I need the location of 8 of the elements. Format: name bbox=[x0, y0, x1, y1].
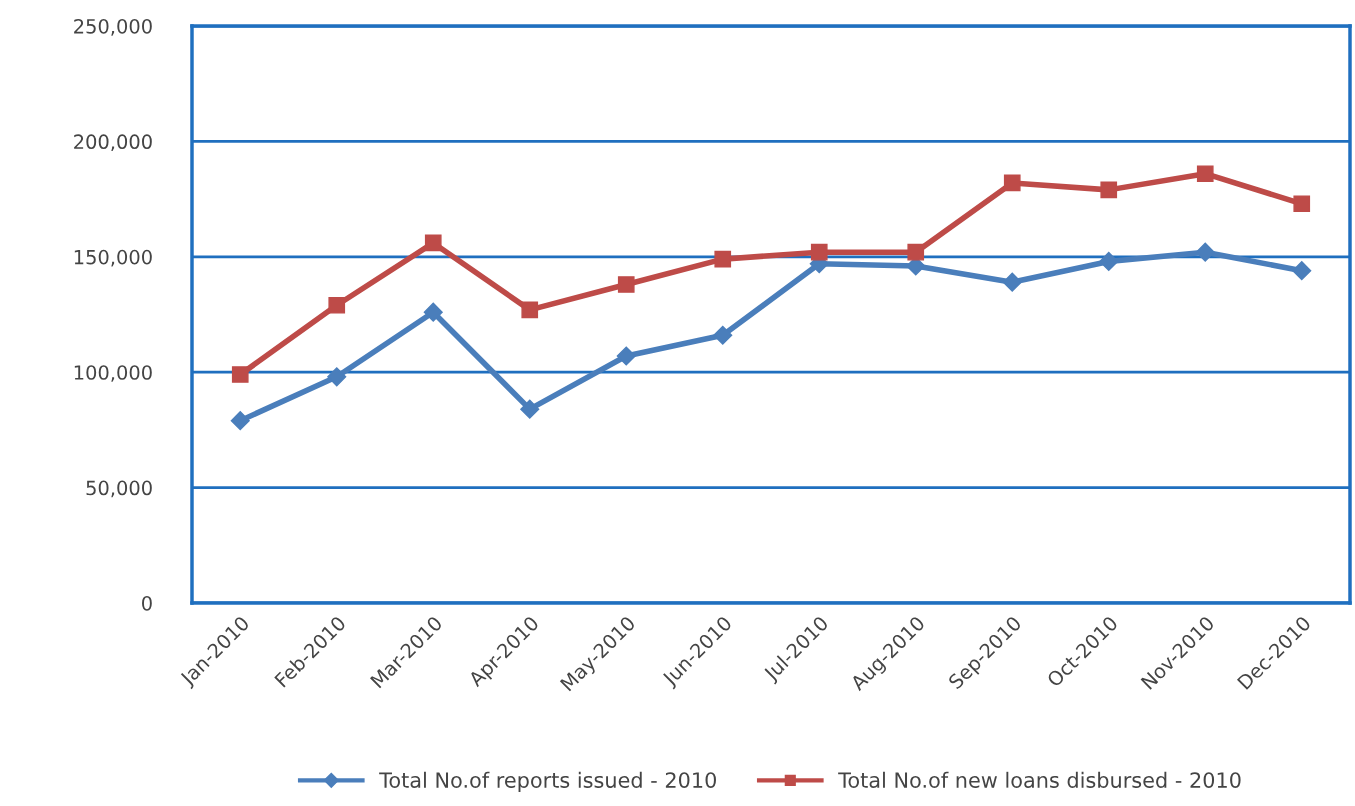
y-tick-label: 200,000 bbox=[74, 134, 152, 152]
y-tick-label: 0 bbox=[142, 595, 152, 611]
y-tick-label: 250,000 bbox=[74, 18, 152, 36]
legend-label: Total No.of new loans disbursed - 2010 bbox=[838, 771, 1241, 788]
y-tick-label: 50,000 bbox=[86, 480, 152, 498]
y-tick-label: 100,000 bbox=[74, 365, 152, 382]
legend-label: Total No.of reports issued - 2010 bbox=[379, 771, 716, 792]
y-tick-label: 150,000 bbox=[74, 249, 152, 267]
